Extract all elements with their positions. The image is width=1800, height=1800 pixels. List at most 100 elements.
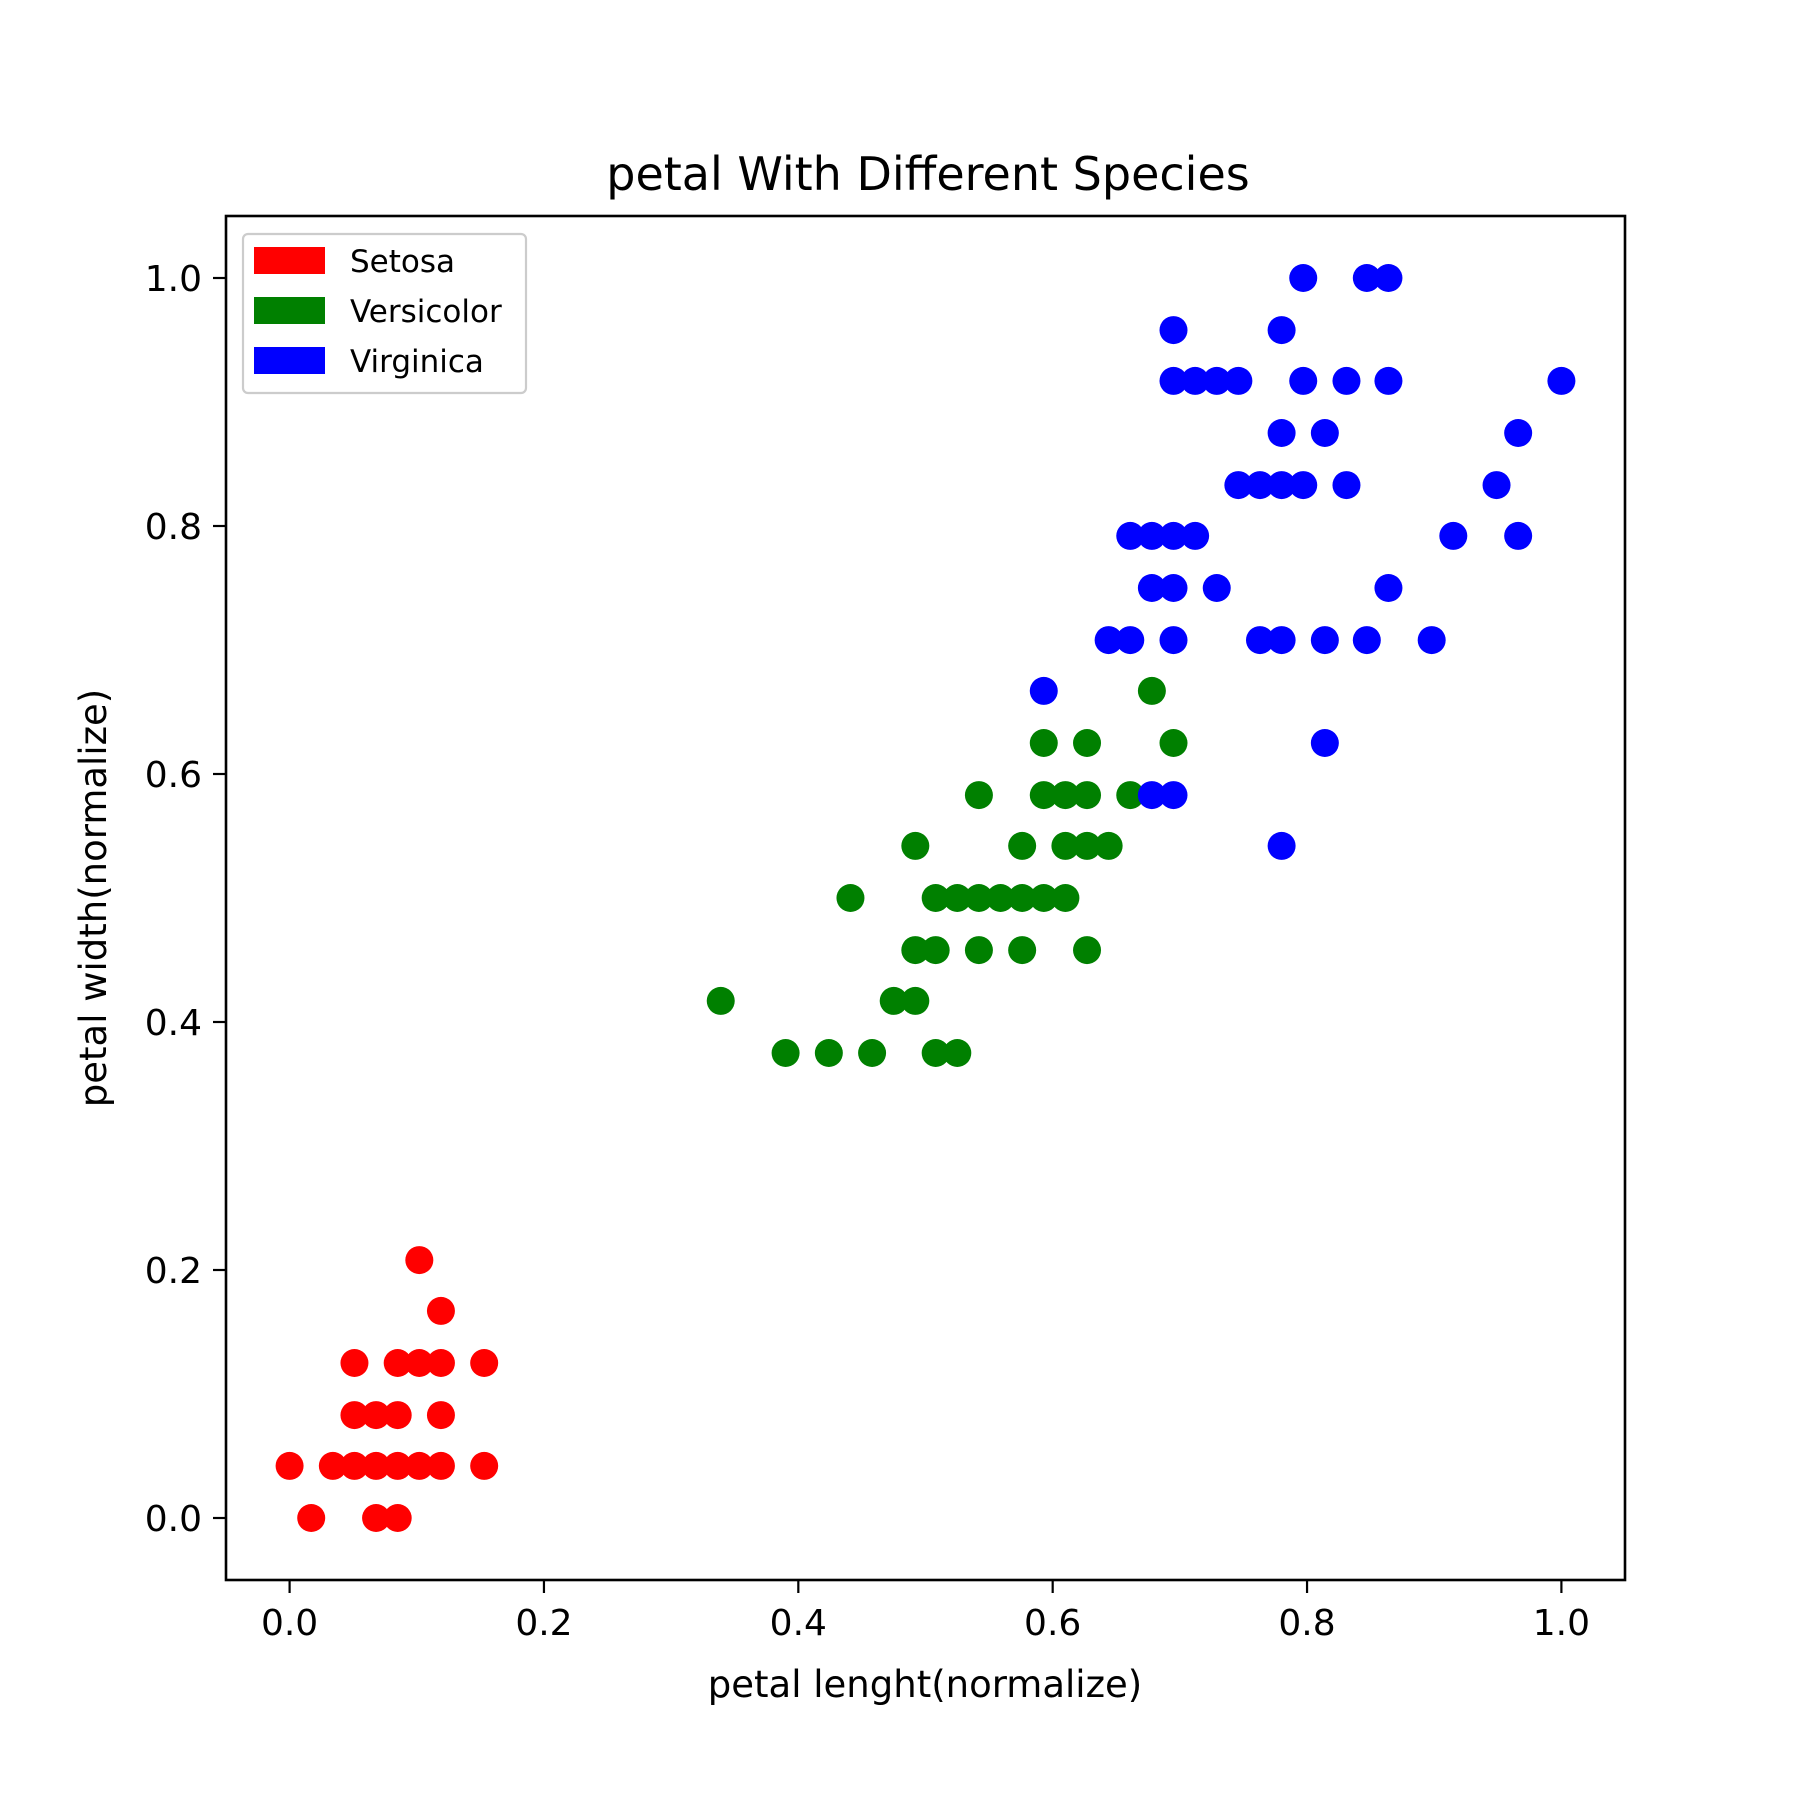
data-point-virginica bbox=[1245, 626, 1274, 655]
legend-swatch-setosa bbox=[254, 247, 325, 274]
y-tick-label: 0.2 bbox=[145, 1251, 202, 1292]
data-point-versicolor bbox=[986, 884, 1015, 912]
data-point-virginica bbox=[1159, 366, 1188, 395]
data-point-setosa bbox=[470, 1349, 499, 1377]
data-point-virginica bbox=[1159, 521, 1188, 550]
data-point-setosa bbox=[383, 1451, 412, 1480]
data-point-versicolor bbox=[921, 936, 950, 965]
series-setosa bbox=[275, 1246, 499, 1532]
data-point-setosa bbox=[426, 1349, 455, 1377]
legend-item-setosa: Setosa bbox=[254, 244, 455, 280]
data-point-virginica bbox=[1116, 521, 1145, 550]
x-axis-ticks: 0.0 0.2 0.4 0.6 0.8 1.0 bbox=[261, 1580, 1590, 1644]
data-point-versicolor bbox=[1094, 831, 1123, 860]
data-point-setosa bbox=[470, 1451, 499, 1480]
data-point-setosa bbox=[405, 1349, 434, 1377]
data-point-virginica bbox=[1504, 419, 1533, 447]
legend-label-virginica: Virginica bbox=[350, 344, 484, 380]
data-point-setosa bbox=[340, 1401, 369, 1430]
data-point-versicolor bbox=[1008, 831, 1037, 860]
data-point-versicolor bbox=[901, 936, 930, 965]
data-point-setosa bbox=[275, 1451, 304, 1480]
data-point-versicolor bbox=[921, 884, 950, 912]
data-point-virginica bbox=[1181, 366, 1210, 395]
chart-title: petal With Different Species bbox=[606, 147, 1249, 201]
legend-label-setosa: Setosa bbox=[350, 244, 455, 280]
data-point-setosa bbox=[297, 1504, 326, 1532]
data-points bbox=[275, 264, 1576, 1532]
x-tick-label: 0.0 bbox=[261, 1603, 318, 1644]
data-point-virginica bbox=[1332, 471, 1361, 500]
data-point-virginica bbox=[1417, 626, 1446, 655]
data-point-virginica bbox=[1159, 316, 1188, 345]
x-tick-label: 0.4 bbox=[770, 1603, 827, 1644]
data-point-virginica bbox=[1504, 521, 1533, 550]
data-point-versicolor bbox=[706, 986, 735, 1015]
data-point-setosa bbox=[426, 1451, 455, 1480]
data-point-virginica bbox=[1289, 264, 1318, 292]
y-axis-ticks: 0.0 0.2 0.4 0.6 0.8 1.0 bbox=[145, 259, 226, 1540]
y-tick-label: 0.0 bbox=[145, 1499, 202, 1540]
data-point-versicolor bbox=[1137, 676, 1166, 705]
x-tick-label: 0.2 bbox=[515, 1603, 572, 1644]
data-point-versicolor bbox=[943, 1039, 972, 1067]
data-point-versicolor bbox=[1159, 729, 1188, 757]
data-point-virginica bbox=[1310, 419, 1339, 447]
x-tick-label: 0.8 bbox=[1278, 1603, 1335, 1644]
data-point-virginica bbox=[1202, 574, 1231, 602]
data-point-setosa bbox=[383, 1401, 412, 1430]
x-tick-label: 0.6 bbox=[1024, 1603, 1081, 1644]
data-point-virginica bbox=[1439, 521, 1468, 550]
data-point-versicolor bbox=[1116, 781, 1145, 810]
data-point-versicolor bbox=[1073, 729, 1102, 757]
data-point-virginica bbox=[1310, 626, 1339, 655]
data-point-versicolor bbox=[901, 986, 930, 1015]
data-point-virginica bbox=[1159, 626, 1188, 655]
data-point-virginica bbox=[1352, 626, 1381, 655]
data-point-versicolor bbox=[1073, 781, 1102, 810]
data-point-setosa bbox=[362, 1401, 391, 1430]
data-point-virginica bbox=[1332, 366, 1361, 395]
data-point-versicolor bbox=[901, 831, 930, 860]
data-point-virginica bbox=[1137, 781, 1166, 810]
data-point-setosa bbox=[318, 1451, 347, 1480]
data-point-versicolor bbox=[964, 884, 993, 912]
data-point-setosa bbox=[426, 1401, 455, 1430]
data-point-versicolor bbox=[1073, 831, 1102, 860]
legend: Setosa Versicolor Virginica bbox=[241, 232, 528, 395]
data-point-virginica bbox=[1159, 574, 1188, 602]
data-point-virginica bbox=[1289, 471, 1318, 500]
data-point-versicolor bbox=[943, 884, 972, 912]
y-tick-label: 1.0 bbox=[145, 259, 202, 300]
data-point-virginica bbox=[1137, 521, 1166, 550]
data-point-setosa bbox=[405, 1451, 434, 1480]
y-axis-label: petal width(normalize) bbox=[72, 689, 115, 1107]
data-point-versicolor bbox=[858, 1039, 887, 1067]
data-point-setosa bbox=[405, 1246, 434, 1275]
data-point-setosa bbox=[340, 1349, 369, 1377]
data-point-versicolor bbox=[771, 1039, 800, 1067]
legend-swatch-virginica bbox=[254, 347, 325, 374]
y-tick-label: 0.8 bbox=[145, 507, 202, 548]
data-point-virginica bbox=[1352, 264, 1381, 292]
legend-item-virginica: Virginica bbox=[254, 344, 484, 380]
data-point-virginica bbox=[1137, 574, 1166, 602]
data-point-setosa bbox=[426, 1296, 455, 1325]
data-point-virginica bbox=[1202, 366, 1231, 395]
data-point-virginica bbox=[1245, 471, 1274, 500]
data-point-versicolor bbox=[1029, 781, 1058, 810]
data-point-versicolor bbox=[964, 936, 993, 965]
series-versicolor bbox=[706, 676, 1188, 1067]
data-point-versicolor bbox=[1008, 936, 1037, 965]
data-point-virginica bbox=[1224, 471, 1253, 500]
data-point-versicolor bbox=[836, 884, 865, 912]
data-point-virginica bbox=[1224, 366, 1253, 395]
data-point-virginica bbox=[1547, 366, 1576, 395]
legend-label-versicolor: Versicolor bbox=[350, 294, 502, 330]
data-point-setosa bbox=[383, 1349, 412, 1377]
data-point-versicolor bbox=[879, 986, 908, 1015]
x-tick-label: 1.0 bbox=[1533, 1603, 1590, 1644]
data-point-setosa bbox=[362, 1451, 391, 1480]
data-point-virginica bbox=[1310, 729, 1339, 757]
